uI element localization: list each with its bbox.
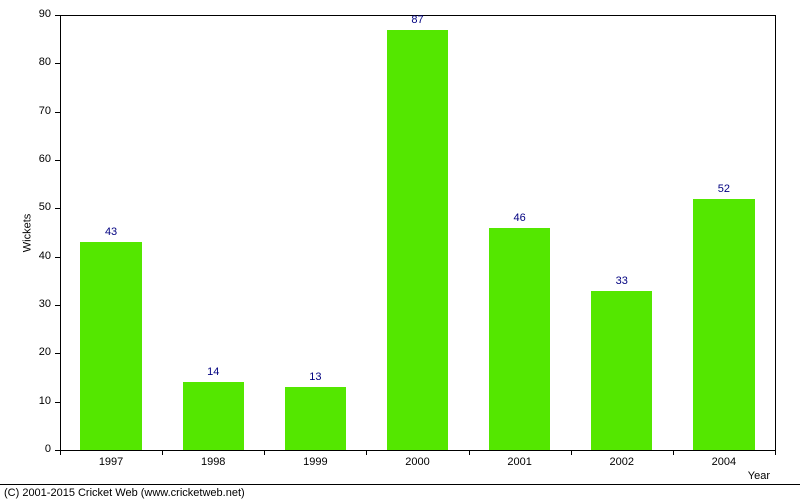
x-tick-label: 1998: [188, 456, 238, 468]
bar-value-label: 46: [500, 212, 540, 224]
y-tick-label: 70: [25, 105, 51, 117]
y-tick-label: 10: [25, 395, 51, 407]
bar-value-label: 13: [295, 371, 335, 383]
y-tick-label: 90: [25, 8, 51, 20]
y-axis: [60, 15, 61, 450]
y-tick-label: 0: [25, 443, 51, 455]
x-tick: [775, 450, 776, 455]
y-tick-label: 30: [25, 298, 51, 310]
x-tick-label: 2001: [495, 456, 545, 468]
x-tick-label: 1999: [290, 456, 340, 468]
bar: [591, 291, 652, 451]
y-tick-label: 50: [25, 201, 51, 213]
bar: [183, 382, 244, 450]
bar: [489, 228, 550, 450]
bar: [693, 199, 754, 450]
footer-divider: [0, 484, 800, 485]
x-tick-label: 2000: [393, 456, 443, 468]
bar: [387, 30, 448, 451]
bar: [285, 387, 346, 450]
bar: [80, 242, 141, 450]
bar-value-label: 14: [193, 366, 233, 378]
bar-value-label: 87: [398, 14, 438, 26]
y-tick-label: 20: [25, 346, 51, 358]
copyright-text: (C) 2001-2015 Cricket Web (www.cricketwe…: [4, 487, 245, 499]
x-tick-label: 2002: [597, 456, 647, 468]
bar-value-label: 52: [704, 183, 744, 195]
bar-value-label: 33: [602, 275, 642, 287]
x-axis: [60, 450, 775, 451]
x-tick-label: 2004: [699, 456, 749, 468]
bar-value-label: 43: [91, 226, 131, 238]
x-axis-title: Year: [748, 470, 770, 482]
y-tick-label: 60: [25, 153, 51, 165]
x-tick-label: 1997: [86, 456, 136, 468]
y-tick-label: 80: [25, 56, 51, 68]
chart-container: (C) 2001-2015 Cricket Web (www.cricketwe…: [0, 0, 800, 500]
y-axis-title: Wickets: [21, 213, 33, 252]
